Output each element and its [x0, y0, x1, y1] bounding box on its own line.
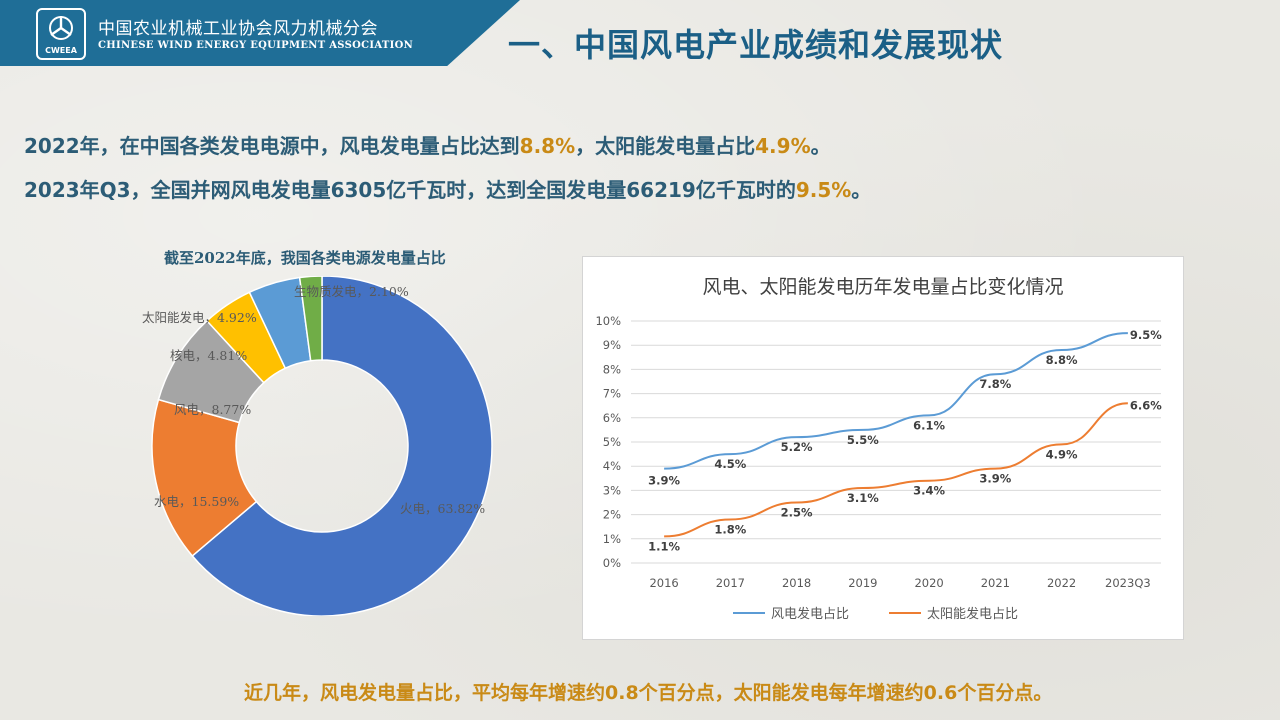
summary-text: 。	[851, 178, 872, 202]
summary-line-2023q3: 2023年Q3，全国并网风电发电量6305亿千瓦时，达到全国发电量66219亿千…	[24, 174, 871, 203]
donut-chart: 火电，63.82% 水电，15.59% 风电，8.77% 核电，4.81% 太阳能发电，…	[142, 276, 493, 616]
data-label-太阳能发电占比: 3.1%	[847, 491, 879, 505]
donut-slice-水电	[151, 398, 258, 557]
y-tick-label: 5%	[603, 435, 621, 449]
header-band	[0, 0, 520, 66]
donut-label-太阳能发电: 太阳能发电，4.92%	[142, 310, 257, 325]
x-tick-label: 2023Q3	[1105, 576, 1151, 590]
summary-line-2022: 2022年，在中国各类发电电源中，风电发电量占比达到8.8%，太阳能发电量占比4…	[24, 130, 831, 159]
data-label-太阳能发电占比: 1.8%	[714, 522, 746, 536]
x-tick-label: 2019	[848, 576, 877, 590]
donut-slice-生物质发电	[298, 276, 323, 362]
logo-text: CWEEA	[45, 46, 78, 55]
y-tick-label: 8%	[603, 362, 621, 376]
data-label-太阳能发电占比: 6.6%	[1130, 398, 1162, 412]
series-line-太阳能发电占比	[664, 402, 1128, 538]
donut-label-核电: 核电，4.81%	[170, 348, 247, 363]
data-label-风电发电占比: 4.5%	[714, 457, 746, 471]
y-tick-label: 9%	[603, 338, 621, 352]
page-title: 一、中国风电产业成绩和发展现状	[508, 26, 1004, 64]
data-label-风电发电占比: 5.2%	[781, 440, 813, 454]
org-name-en: CHINESE WIND ENERGY EQUIPMENT ASSOCIATIO…	[98, 40, 414, 51]
data-label-太阳能发电占比: 1.1%	[648, 539, 680, 553]
data-label-风电发电占比: 8.8%	[1046, 353, 1078, 367]
y-tick-label: 4%	[603, 459, 621, 473]
line-chart-card: 风电、太阳能发电历年发电量占比变化情况 0% 1% 2% 3% 4% 5% 6% 7% 8% 9% 1…	[582, 256, 1184, 640]
x-tick-label: 2018	[782, 576, 811, 590]
y-tick-label: 7%	[603, 387, 621, 401]
data-label-风电发电占比: 7.8%	[979, 377, 1011, 391]
solar-share-2022: 4.9%	[755, 134, 811, 158]
series-line-风电发电占比	[664, 332, 1128, 470]
y-tick-label: 6%	[603, 411, 621, 425]
cweea-logo: CWEEA	[36, 8, 86, 60]
donut-slice-火电	[191, 276, 493, 616]
y-tick-label: 0%	[603, 556, 621, 570]
donut-label-水电: 水电，15.59%	[154, 494, 239, 509]
summary-text: ，太阳能发电量占比	[575, 134, 756, 158]
line-chart-title: 风电、太阳能发电历年发电量占比变化情况	[702, 276, 1063, 298]
donut-label-风电: 风电，8.77%	[174, 402, 251, 417]
line-chart: 风电、太阳能发电历年发电量占比变化情况 0% 1% 2% 3% 4% 5% 6% 7% 8% 9% 1…	[595, 276, 1162, 622]
data-label-太阳能发电占比: 3.4%	[913, 484, 945, 498]
footer-note: 近几年，风电发电量占比，平均每年增速约0.8个百分点，太阳能发电每年增速约0.6…	[244, 682, 1053, 704]
data-label-风电发电占比: 6.1%	[913, 418, 945, 432]
y-tick-label: 10%	[595, 314, 621, 328]
legend-label: 风电发电占比	[771, 606, 849, 622]
x-tick-label: 2016	[649, 576, 678, 590]
data-label-太阳能发电占比: 4.9%	[1046, 447, 1078, 461]
x-tick-label: 2020	[914, 576, 943, 590]
summary-text: 。	[810, 134, 831, 158]
data-label-风电发电占比: 9.5%	[1130, 328, 1162, 342]
donut-label-火电: 火电，63.82%	[400, 501, 485, 516]
y-tick-label: 2%	[603, 508, 621, 522]
data-label-风电发电占比: 3.9%	[648, 474, 680, 488]
donut-label-生物质发电: 生物质发电，2.10%	[294, 284, 409, 299]
data-label-风电发电占比: 5.5%	[847, 433, 879, 447]
summary-text: 2022年，在中国各类发电电源中，风电发电量占比达到	[24, 134, 520, 158]
org-name-cn: 中国农业机械工业协会风力机械分会	[98, 19, 378, 39]
x-tick-label: 2021	[981, 576, 1010, 590]
summary-text: 2023年Q3，全国并网风电发电量6305亿千瓦时，达到全国发电量66219亿千…	[24, 178, 796, 202]
legend-label: 太阳能发电占比	[927, 606, 1018, 622]
wind-share-2022: 8.8%	[519, 134, 576, 158]
data-label-太阳能发电占比: 3.9%	[979, 472, 1011, 486]
y-tick-label: 1%	[603, 532, 621, 546]
x-tick-label: 2022	[1047, 576, 1076, 590]
wind-share-2023q3: 9.5%	[795, 178, 852, 202]
y-tick-label: 3%	[603, 483, 621, 497]
x-tick-label: 2017	[716, 576, 745, 590]
donut-chart-title: 截至2022年底，我国各类电源发电量占比	[164, 249, 446, 267]
data-label-太阳能发电占比: 2.5%	[781, 506, 813, 520]
